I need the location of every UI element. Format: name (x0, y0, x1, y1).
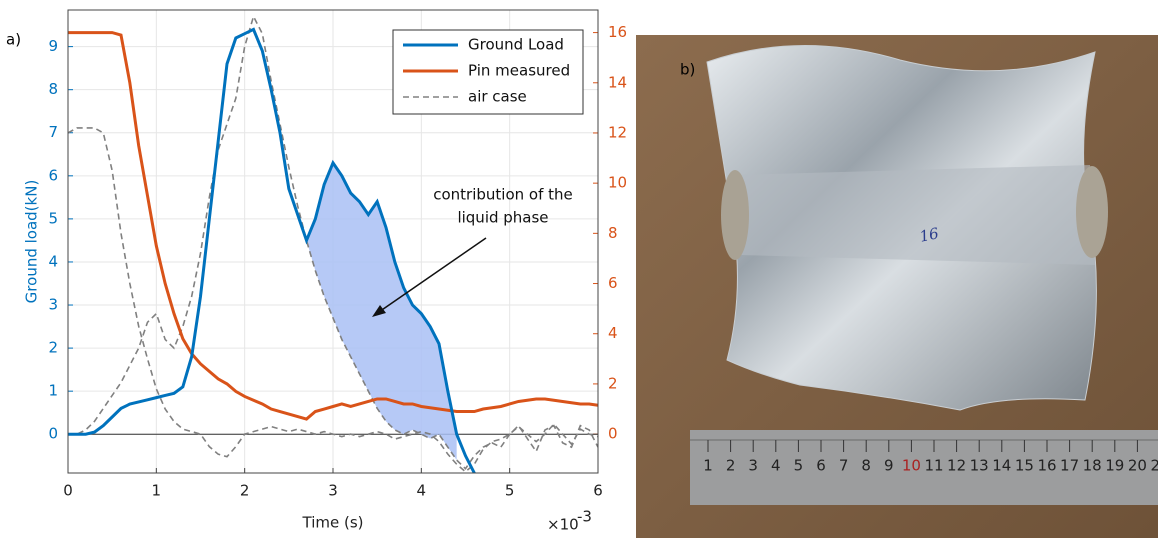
y-tick-label: 3 (48, 296, 58, 314)
ruler-number: 8 (861, 457, 871, 475)
ruler-number: 1 (703, 457, 713, 475)
handwritten-marking: 16 (918, 224, 941, 246)
annotation: contribution of the (433, 186, 573, 204)
ruler-scale: 123456789101112131415161718192021 (703, 440, 1158, 475)
y-tick-label: 7 (48, 123, 58, 141)
ruler-number: 6 (816, 457, 826, 475)
photo: 16 123456789101112131415161718192021 b) (636, 35, 1158, 538)
legend-label: Ground Load (468, 36, 564, 54)
ruler-number: 11 (924, 457, 943, 475)
y2-tick-label: 6 (608, 274, 618, 292)
x-tick-label: 2 (240, 482, 250, 500)
y-tick-label: 5 (48, 209, 58, 227)
annotation-arrow (375, 237, 487, 315)
y-tick-label: 8 (48, 80, 58, 98)
x-multiplier: ×10 (547, 516, 579, 534)
ruler-number: 20 (1128, 457, 1147, 475)
series-line (68, 31, 598, 421)
ruler-number: 16 (1037, 457, 1056, 475)
y2-tick-label: 2 (608, 374, 618, 392)
ruler-number: 7 (839, 457, 849, 475)
y2-tick-label: 0 (608, 425, 618, 443)
series-line (68, 14, 598, 470)
panel-label: a) (6, 31, 21, 49)
y-tick-label: 2 (48, 339, 58, 357)
ruler-number: 2 (726, 457, 736, 475)
panel-label: b) (680, 61, 695, 79)
annotation: liquid phase (457, 209, 548, 227)
y-tick-label: 1 (48, 382, 58, 400)
x-axis-label: Time (s) (302, 514, 364, 532)
x-multiplier-exponent: -3 (577, 508, 592, 526)
cylinder-end (1076, 166, 1108, 258)
x-tick-label: 4 (417, 482, 427, 500)
x-tick-label: 6 (593, 482, 603, 500)
ruler-number: 17 (1060, 457, 1079, 475)
ruler-number: 14 (992, 457, 1011, 475)
series-line (68, 127, 598, 473)
x-tick-label: 5 (505, 482, 515, 500)
ruler-number: 19 (1105, 457, 1124, 475)
y-tick-label: 0 (48, 425, 58, 443)
cylinder-end (721, 170, 749, 260)
legend-label: air case (468, 88, 527, 106)
y2-tick-label: 14 (608, 73, 627, 91)
y-axis-label: Ground load(kN) (23, 180, 41, 304)
y-tick-label: 6 (48, 166, 58, 184)
ruler-number: 18 (1083, 457, 1102, 475)
ruler-number: 15 (1015, 457, 1034, 475)
ruler (690, 430, 1158, 505)
plot: 0 1 2 3 4 5 601234567890246810121416contributi… (23, 9, 664, 534)
y2-tick-label: 8 (608, 224, 618, 242)
y2-tick-label: 4 (608, 324, 618, 342)
ruler-number: 5 (794, 457, 804, 475)
y-tick-label: 4 (48, 252, 58, 270)
y2-tick-label: 12 (608, 123, 627, 141)
x-tick-label: 1 (152, 482, 162, 500)
y2-tick-label: 16 (608, 23, 627, 41)
ruler-number: 13 (970, 457, 989, 475)
plot-frame (67, 9, 599, 474)
ruler-number: 12 (947, 457, 966, 475)
ruler-number: 3 (748, 457, 758, 475)
ruler-number: 9 (884, 457, 894, 475)
arrow-head (372, 305, 386, 317)
cylinder-body (735, 165, 1095, 265)
y2-tick-label: 10 (608, 174, 627, 192)
y-tick-label: 9 (48, 37, 58, 55)
ruler-number: 10 (902, 457, 921, 475)
ruler-number: 21 (1150, 457, 1158, 475)
x-tick-label: 3 (328, 482, 338, 500)
x-tick-label: 0 (63, 482, 73, 500)
legend-label: Pin measured (468, 62, 570, 80)
ruler-number: 4 (771, 457, 781, 475)
